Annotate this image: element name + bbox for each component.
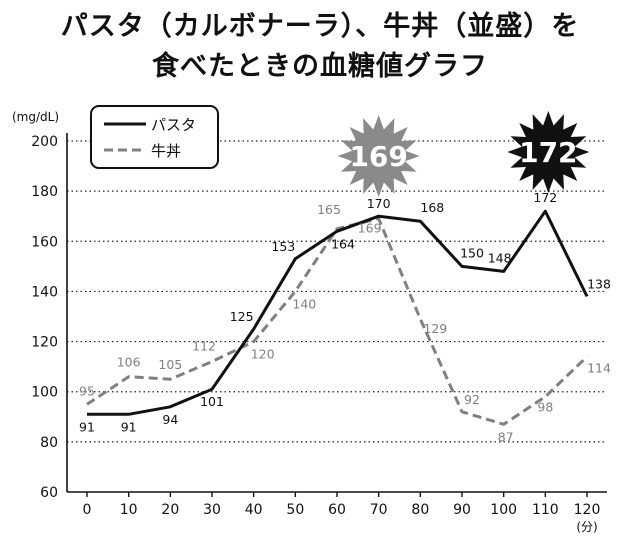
data-label-pasta: 148 — [488, 250, 512, 265]
y-tick-label: 80 — [40, 435, 58, 451]
x-tick-label: 20 — [161, 502, 179, 518]
series-line-pasta — [87, 209, 589, 416]
y-tick-label: 160 — [31, 234, 58, 250]
y-tick-label: 100 — [31, 385, 58, 401]
data-label-gyudon: 92 — [464, 392, 480, 407]
data-label-gyudon: 105 — [158, 357, 182, 372]
y-axis-unit: (mg/dL) — [12, 110, 59, 124]
data-label-gyudon: 129 — [423, 321, 447, 336]
legend-box — [90, 105, 219, 169]
x-tick-label: 100 — [490, 502, 517, 518]
data-label-pasta: 153 — [271, 239, 295, 254]
chart-title-line-2: 食べたときの血糖値グラフ — [152, 51, 488, 82]
data-label-gyudon: 95 — [79, 383, 95, 398]
x-tick-label: 40 — [245, 502, 263, 518]
y-tick-label: 120 — [31, 335, 58, 351]
data-label-gyudon: 140 — [292, 296, 316, 311]
legend-label-pasta: パスタ — [151, 116, 196, 134]
y-tick-label: 60 — [40, 485, 58, 501]
series-line-gyudon — [86, 217, 589, 426]
peak-badge-pasta — [507, 111, 590, 193]
x-tick-label: 10 — [120, 502, 138, 518]
data-label-gyudon: 98 — [537, 400, 553, 415]
data-label-pasta: 150 — [460, 245, 484, 260]
data-label-gyudon: 169 — [358, 221, 382, 236]
y-tick-label: 180 — [31, 184, 58, 200]
legend-label-gyudon: 牛丼 — [151, 142, 181, 160]
data-label-pasta: 138 — [587, 276, 611, 291]
x-tick-label: 80 — [411, 502, 429, 518]
data-label-pasta: 168 — [420, 200, 444, 215]
x-tick-label: 70 — [370, 502, 388, 518]
data-label-pasta: 91 — [121, 419, 137, 434]
x-tick-label: 50 — [286, 502, 304, 518]
data-label-gyudon: 165 — [317, 202, 341, 217]
data-label-gyudon: 87 — [498, 429, 514, 444]
data-label-pasta: 170 — [367, 196, 391, 211]
peak-badge-gyudon-label: 169 — [349, 140, 407, 173]
x-tick-label: 120 — [574, 502, 601, 518]
x-tick-label: 30 — [203, 502, 221, 518]
data-label-gyudon: 106 — [117, 355, 141, 370]
x-tick-label: 110 — [532, 502, 559, 518]
data-label-pasta: 91 — [79, 419, 95, 434]
data-label-pasta: 94 — [162, 412, 178, 427]
data-label-pasta: 101 — [200, 394, 224, 409]
y-tick-label: 140 — [31, 284, 58, 300]
data-label-pasta: 164 — [331, 236, 355, 251]
data-label-gyudon: 114 — [587, 361, 611, 376]
x-axis-unit: (分) — [576, 520, 597, 534]
data-label-pasta: 125 — [230, 309, 254, 324]
data-label-gyudon: 112 — [192, 339, 216, 354]
peak-badge-pasta-label: 172 — [519, 136, 577, 169]
x-tick-label: 0 — [83, 502, 92, 518]
chart-title-line-1: パスタ（カルボナーラ）、牛丼（並盛）を — [60, 11, 580, 42]
y-tick-label: 200 — [31, 134, 58, 150]
data-label-gyudon: 120 — [251, 347, 275, 362]
x-tick-label: 60 — [328, 502, 346, 518]
data-label-pasta: 172 — [533, 190, 557, 205]
x-tick-label: 90 — [453, 502, 471, 518]
peak-badge-gyudon — [337, 115, 420, 197]
